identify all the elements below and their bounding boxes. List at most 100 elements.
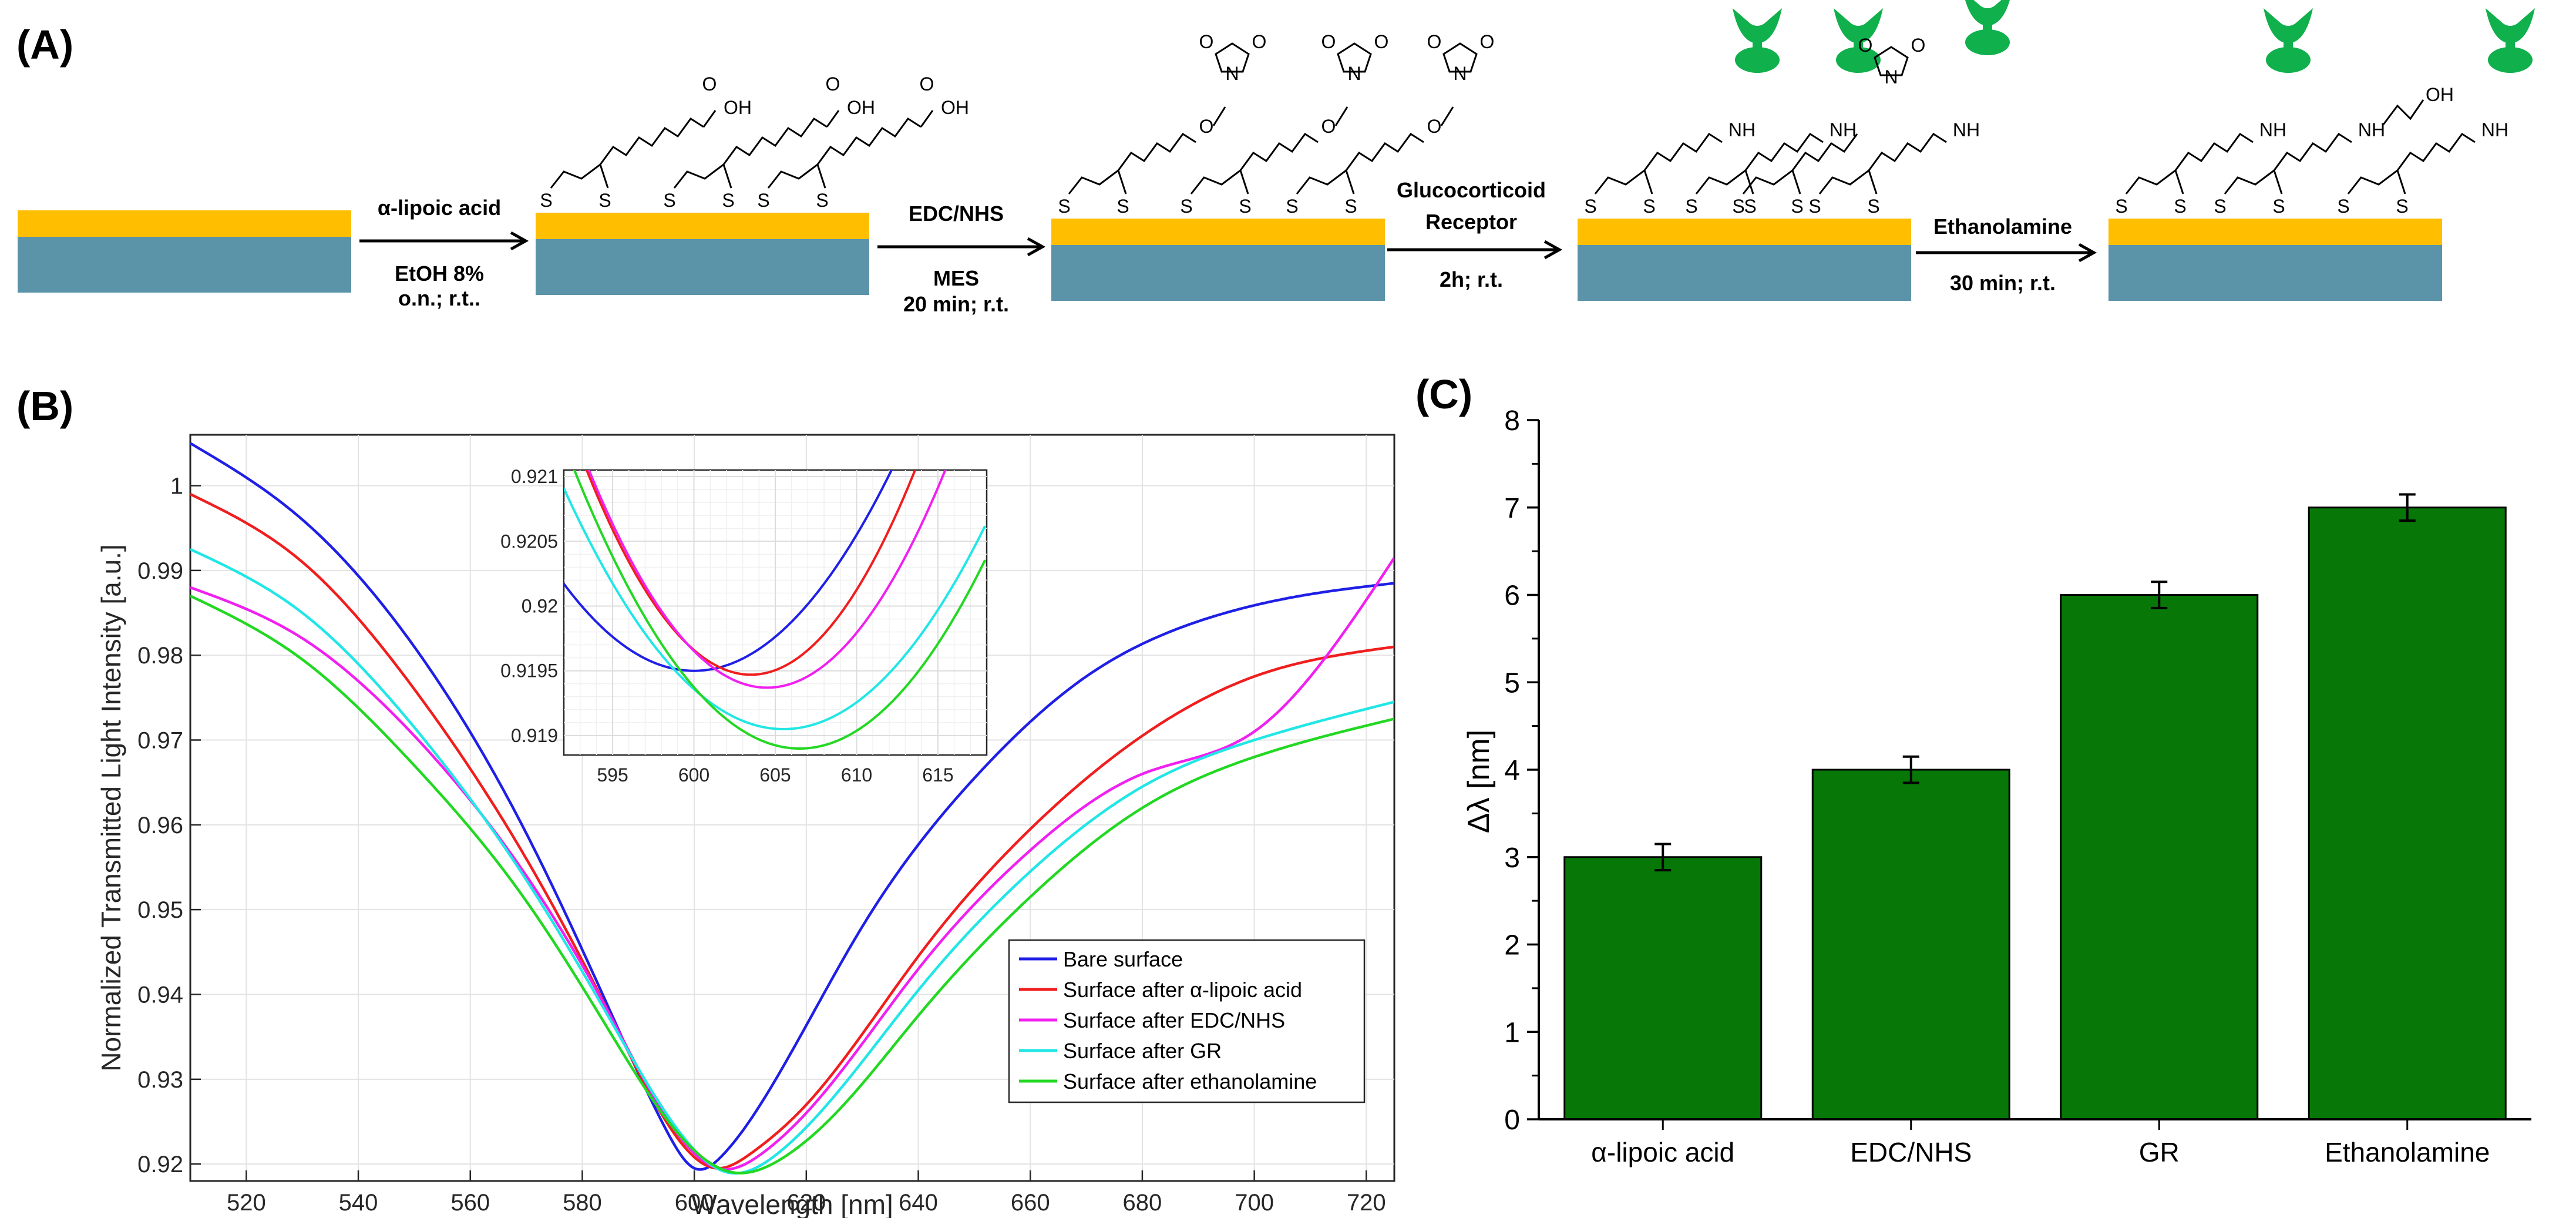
atom-sulfur: S (1286, 196, 1298, 217)
succinimide-ring (1337, 42, 1372, 73)
alkyl-chain (599, 117, 704, 165)
inset-y-tick-label: 0.92 (522, 595, 558, 616)
ring-bond (1296, 169, 1355, 194)
receptor-base (1965, 29, 2010, 55)
y-axis-label: Normalized Transmitted Light Intensity [… (96, 544, 126, 1071)
atom-amide: NH (1728, 119, 1756, 140)
series-line (190, 442, 1394, 1171)
spectra-chart: 520 540 560 580 600 620 640 660 680 700 720 0.920.… (96, 434, 1395, 1218)
y-tick-label: 0.99 (137, 558, 183, 584)
step3-conditions: 2h; r.t. (1440, 267, 1503, 291)
legend-label: Bare surface (1063, 947, 1183, 971)
atom-sulfur: S (2115, 196, 2127, 217)
receptor-icon (2486, 8, 2535, 73)
step3-reagent-line2: Receptor (1425, 210, 1517, 234)
bar-x-tick-label: Ethanolamine (2325, 1137, 2490, 1167)
alkyl-chain (722, 117, 828, 165)
atom-hydroxyl: OH (847, 97, 875, 118)
inset-y-tick-label: 0.9195 (500, 660, 558, 682)
x-tick-label: 540 (339, 1190, 378, 1216)
atom-sulfur: S (757, 190, 769, 211)
inset-series-line (564, 470, 893, 672)
receptor-stalk (2284, 41, 2293, 53)
bar-axes: α-lipoic acid EDC/NHS GR Ethanolamine 0 1 2 3 4 5… (1504, 405, 2531, 1167)
atom-sulfur: S (1791, 196, 1803, 217)
alkyl-chain (1117, 132, 1196, 171)
alkyl-chain (816, 117, 922, 165)
inset-gridlines (564, 470, 987, 755)
bar-y-axis-label: Δλ [nm] (1462, 730, 1496, 833)
atom-sulfur: S (1117, 196, 1129, 217)
step2-conditions: 20 min; r.t. (903, 292, 1009, 316)
step2-buffer: MES (933, 266, 979, 290)
legend-label: Surface after GR (1063, 1039, 1222, 1063)
receptor-base (1836, 47, 1881, 73)
receptor-stalk (2506, 41, 2515, 53)
x-tick-label: 640 (899, 1190, 938, 1216)
x-tick-label: 660 (1011, 1190, 1050, 1216)
ethanol-chain (2382, 99, 2424, 125)
surface-bare (18, 210, 351, 293)
x-tick-label: 620 (786, 1190, 826, 1216)
atom-sulfur: S (2174, 196, 2186, 217)
atom-oxygen: O (1480, 31, 1495, 52)
bar-y-tick-label: 4 (1504, 755, 1520, 786)
alkyl-chain (2273, 132, 2352, 171)
receptor-base (2488, 47, 2533, 73)
bar-y-tick-label: 7 (1504, 493, 1520, 524)
y-tick-label: 0.98 (137, 643, 183, 669)
inset-y-tick-label: 0.9205 (500, 531, 558, 552)
receptor-head (1834, 8, 1883, 43)
alkyl-chain (1345, 132, 1424, 171)
atom-sulfur: S (663, 190, 675, 211)
inset-series-lines (564, 470, 987, 750)
ring-bond (2347, 169, 2406, 194)
x-tick-label: 560 (450, 1190, 490, 1216)
atom-oxygen: O (1321, 31, 1336, 52)
surface-gr (1578, 219, 1911, 301)
atom-oxygen: O (920, 73, 934, 95)
step1-solvent: EtOH 8% (395, 261, 484, 286)
atom-sulfur: S (540, 190, 552, 211)
receptor-head (2264, 8, 2313, 43)
atom-oxygen: O (702, 73, 717, 95)
functionalization-scheme: α-lipoic acid EtOH 8% o.n.; r.t.. EDC/NH… (18, 0, 2535, 316)
x-tick-label: 600 (675, 1190, 714, 1216)
x-tick-label: 580 (563, 1190, 602, 1216)
step4-conditions: 30 min; r.t. (1950, 271, 2056, 295)
x-tick-label: 700 (1235, 1190, 1274, 1216)
inset-y-tick-label: 0.921 (511, 466, 558, 487)
atom-sulfur: S (1732, 196, 1744, 217)
step1-reagent: α-lipoic acid (378, 196, 501, 220)
atom-sulfur: S (598, 190, 611, 211)
bar-y-tick-label: 8 (1504, 405, 1520, 437)
atom-oxygen: O (1911, 35, 1926, 56)
y-tick-label: 0.93 (137, 1067, 183, 1093)
atom-nitrogen: N (1347, 63, 1361, 84)
series-lines (190, 442, 1394, 1175)
atom-nitrogen: N (1225, 63, 1239, 84)
alkyl-chain (2396, 132, 2476, 171)
ring-bond (2125, 169, 2184, 194)
succinimide-ring (1442, 42, 1478, 73)
atom-sulfur: S (1180, 196, 1192, 217)
y-tick-label: 0.96 (137, 813, 183, 838)
atom-amide: NH (2358, 119, 2385, 140)
series-line (190, 595, 1394, 1175)
carboxyl-bond (920, 110, 934, 127)
surface-ethanolamine (2108, 219, 2442, 301)
receptor-stalk (1753, 41, 1762, 53)
atom-oxygen: O (1199, 31, 1214, 52)
ring-bond (1695, 169, 1754, 194)
receptor-icon (1965, 0, 2010, 55)
atom-sulfur: S (2396, 196, 2408, 217)
atom-hydroxyl: OH (941, 97, 969, 118)
legend: Bare surface Surface after α-lipoic acid S… (1008, 939, 1366, 1103)
y-tick-label: 0.95 (137, 897, 183, 923)
y-tick-label: 0.97 (137, 728, 183, 754)
bar (2060, 594, 2259, 1120)
receptor-stalk (1983, 24, 1992, 35)
bar-x-tick-label: α-lipoic acid (1591, 1137, 1734, 1167)
receptor-base (2266, 47, 2311, 73)
